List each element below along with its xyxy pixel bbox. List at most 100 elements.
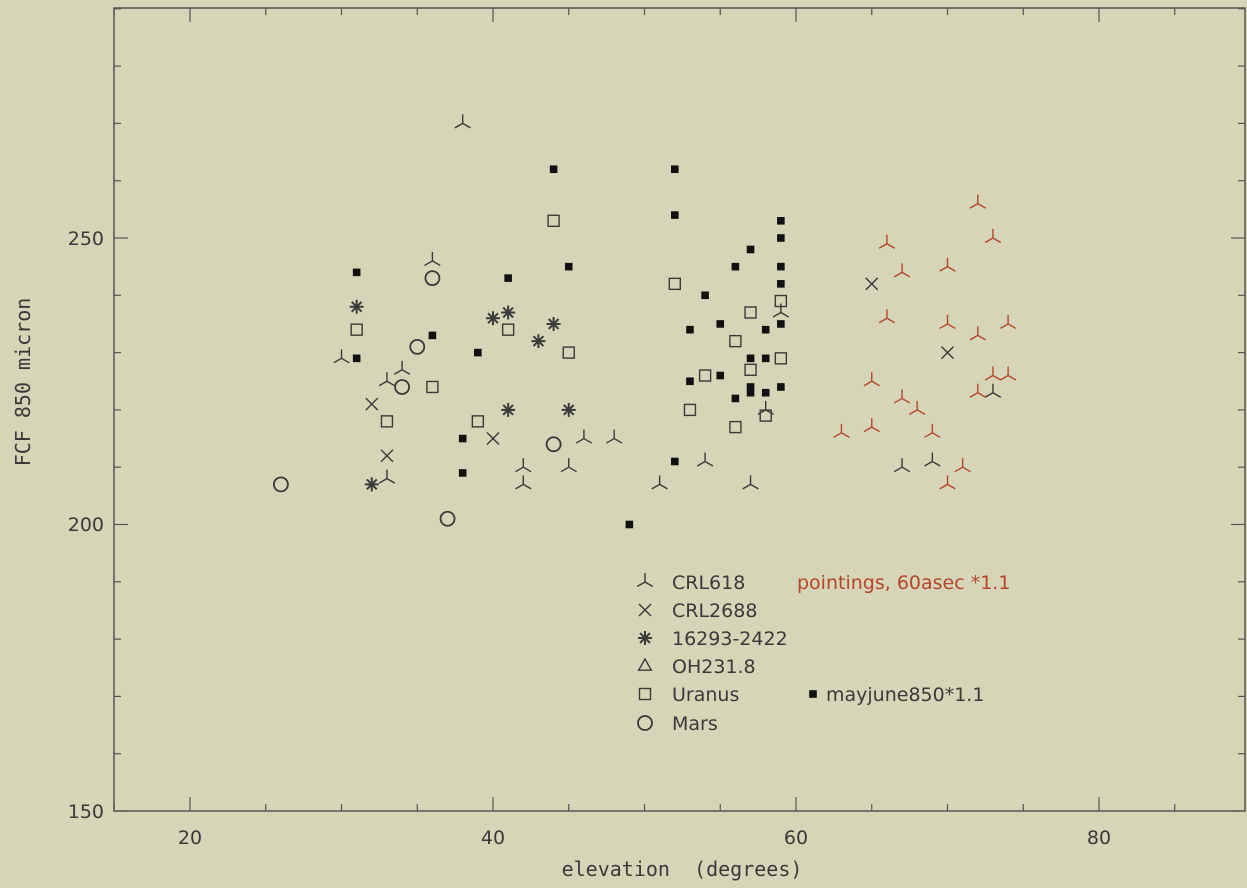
point-uranus — [471, 415, 485, 428]
point-mayjune850-1-1 — [777, 383, 785, 391]
legend-marker-16293-2422 — [638, 631, 652, 645]
point-crl618 — [515, 475, 532, 490]
point-uranus — [744, 306, 757, 319]
point-16293-2422 — [531, 334, 546, 349]
legend-label: Uranus — [672, 684, 739, 706]
legend-marker-uranus — [638, 687, 652, 701]
point-16293-2422 — [501, 402, 516, 417]
point-uranus — [426, 380, 439, 394]
point-16293-2422 — [349, 299, 364, 314]
point-mayjune850-1-1 — [686, 377, 694, 386]
point-pointings-60asec-1-1 — [939, 257, 956, 272]
point-uranus — [562, 346, 575, 359]
x-tick-label: 60 — [784, 827, 808, 849]
point-crl618 — [893, 458, 911, 473]
point-pointings-60asec-1-1 — [969, 326, 986, 341]
point-mayjune850-1-1 — [428, 331, 437, 340]
point-uranus — [380, 415, 394, 428]
point-mayjune850-1-1 — [671, 165, 679, 174]
point-crl2688 — [865, 277, 879, 291]
y-tick-label: 150 — [68, 801, 104, 823]
point-mayjune850-1-1 — [761, 354, 770, 363]
point-mayjune850-1-1 — [352, 354, 361, 363]
point-pointings-60asec-1-1 — [984, 366, 1002, 381]
point-mars — [409, 338, 426, 355]
point-uranus — [729, 334, 742, 348]
point-mars — [424, 270, 441, 287]
y-axis-label: FCF 850 micron — [11, 298, 35, 467]
point-mayjune850-1-1 — [746, 245, 755, 254]
point-pointings-60asec-1-1 — [939, 475, 956, 490]
point-crl618 — [560, 458, 577, 473]
point-uranus — [774, 352, 788, 365]
x-tick-label: 20 — [178, 827, 202, 849]
point-crl2688 — [380, 449, 394, 463]
point-mayjune850-1-1 — [549, 165, 558, 174]
legend-marker-mars — [637, 715, 653, 731]
point-uranus — [350, 323, 363, 336]
point-mayjune850-1-1 — [671, 457, 679, 466]
point-uranus — [729, 420, 742, 434]
point-mars — [545, 436, 562, 453]
point-mayjune850-1-1 — [777, 262, 785, 271]
legend-marker-crl618 — [636, 573, 654, 588]
point-mayjune850-1-1 — [458, 469, 467, 477]
point-mayjune850-1-1 — [746, 388, 755, 397]
point-crl618 — [378, 372, 396, 387]
point-crl2688 — [486, 432, 500, 446]
point-mayjune850-1-1 — [777, 320, 785, 328]
point-16293-2422 — [501, 305, 516, 320]
point-crl618 — [393, 360, 411, 375]
y-tick-label: 200 — [68, 514, 104, 536]
x-axis-label: elevation (degrees) — [562, 857, 803, 881]
point-uranus — [668, 277, 681, 291]
point-mayjune850-1-1 — [761, 325, 770, 334]
point-uranus — [774, 294, 788, 308]
point-mayjune850-1-1 — [716, 371, 725, 380]
point-crl2688 — [365, 397, 379, 411]
point-mayjune850-1-1 — [564, 262, 573, 271]
point-mayjune850-1-1 — [761, 388, 770, 397]
point-uranus — [501, 323, 515, 336]
x-tick-label: 80 — [1087, 827, 1111, 849]
point-pointings-60asec-1-1 — [863, 372, 880, 387]
point-pointings-60asec-1-1 — [999, 366, 1017, 381]
point-crl618 — [984, 383, 1002, 398]
pointings-annotation: pointings, 60asec *1.1 — [797, 572, 1010, 594]
legend-label: CRL2688 — [672, 600, 757, 622]
point-mayjune850-1-1 — [746, 383, 755, 391]
legend-marker-mayjune — [809, 690, 817, 698]
point-pointings-60asec-1-1 — [878, 309, 896, 324]
point-pointings-60asec-1-1 — [833, 423, 850, 438]
point-mayjune850-1-1 — [671, 211, 679, 219]
point-pointings-60asec-1-1 — [863, 418, 880, 433]
point-crl618 — [651, 475, 668, 490]
point-mars — [439, 510, 456, 527]
y-axis — [114, 8, 1245, 812]
x-tick-label: 40 — [481, 827, 505, 849]
data-points — [272, 114, 1017, 529]
point-mayjune850-1-1 — [625, 520, 634, 529]
point-crl618 — [378, 469, 396, 484]
point-uranus — [744, 363, 757, 376]
point-16293-2422 — [546, 316, 561, 331]
point-mayjune850-1-1 — [716, 320, 725, 328]
point-crl618 — [515, 458, 532, 473]
point-pointings-60asec-1-1 — [954, 458, 971, 473]
point-mayjune850-1-1 — [731, 394, 740, 403]
point-16293-2422 — [486, 311, 500, 326]
point-16293-2422 — [364, 477, 379, 492]
legend-marker-oh231-8 — [637, 657, 653, 671]
point-mayjune850-1-1 — [746, 354, 755, 363]
point-crl618 — [924, 452, 941, 467]
point-mayjune850-1-1 — [777, 234, 785, 242]
point-mayjune850-1-1 — [458, 434, 467, 443]
point-crl618 — [772, 303, 790, 318]
legend-label-mayjune: mayjune850*1.1 — [826, 684, 984, 706]
point-pointings-60asec-1-1 — [909, 400, 926, 416]
legend-label: 16293-2422 — [672, 628, 788, 650]
point-mayjune850-1-1 — [731, 262, 740, 271]
point-pointings-60asec-1-1 — [969, 194, 986, 209]
